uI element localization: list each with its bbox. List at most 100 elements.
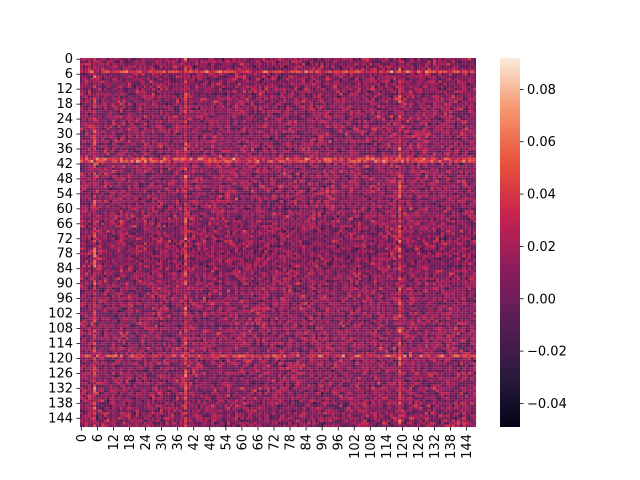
heatmap-cell: [310, 65, 313, 69]
heatmap-cell: [251, 105, 254, 108]
heatmap-cell: [112, 62, 115, 66]
heatmap-cell: [291, 140, 295, 143]
heatmap-cell: [205, 67, 209, 71]
heatmap-cell: [98, 102, 102, 106]
heatmap-cell: [315, 92, 319, 96]
heatmap-cell: [430, 117, 434, 121]
heatmap-cell: [417, 92, 420, 96]
heatmap-cell: [425, 102, 428, 106]
heatmap-cell: [219, 100, 222, 103]
heatmap-cell: [339, 115, 343, 118]
heatmap-cell: [323, 107, 327, 111]
heatmap-cell: [224, 97, 228, 101]
heatmap-cell: [243, 87, 246, 91]
heatmap-cell: [160, 70, 163, 74]
heatmap-cell: [470, 102, 474, 106]
heatmap-cell: [213, 102, 217, 106]
heatmap-cell: [336, 100, 340, 103]
heatmap-cell: [144, 58, 147, 61]
heatmap-cell: [457, 67, 460, 71]
heatmap-cell: [395, 65, 399, 69]
heatmap-cell: [229, 100, 233, 103]
heatmap-cell: [181, 85, 185, 88]
heatmap-cell: [235, 67, 238, 71]
heatmap-cell: [160, 122, 163, 126]
heatmap-cell: [122, 117, 126, 121]
heatmap-cell: [457, 117, 460, 121]
heatmap-cell: [195, 65, 198, 69]
heatmap-cell: [168, 70, 172, 74]
heatmap-cell: [227, 130, 230, 133]
heatmap-cell: [403, 60, 407, 64]
heatmap-cell: [173, 120, 177, 123]
heatmap-cell: [352, 92, 356, 96]
heatmap-cell: [130, 112, 134, 116]
heatmap-cell: [425, 72, 428, 76]
heatmap-cell: [377, 122, 380, 126]
heatmap-cell: [101, 137, 105, 141]
heatmap-cell: [93, 65, 97, 69]
heatmap-cell: [235, 100, 238, 103]
heatmap-cell: [427, 97, 431, 101]
heatmap-cell: [344, 117, 348, 121]
heatmap-cell: [90, 125, 94, 128]
heatmap-cell: [170, 100, 174, 103]
heatmap-cell: [382, 120, 386, 123]
heatmap-cell: [251, 95, 254, 98]
heatmap-cell: [130, 127, 134, 131]
heatmap-cell: [328, 135, 332, 138]
heatmap-cell: [459, 60, 463, 64]
heatmap-cell: [323, 110, 327, 113]
heatmap-cell: [211, 70, 214, 74]
heatmap-cell: [347, 72, 351, 76]
heatmap-cell: [80, 120, 83, 123]
heatmap-cell: [93, 95, 97, 98]
heatmap-cell: [366, 107, 370, 111]
heatmap-cell: [339, 72, 343, 76]
heatmap-cell: [120, 72, 123, 76]
heatmap-cell: [128, 87, 131, 91]
heatmap-cell: [374, 127, 378, 131]
heatmap-cell: [120, 100, 123, 103]
heatmap-cell: [320, 72, 324, 76]
heatmap-cell: [427, 120, 431, 123]
heatmap-cell: [433, 75, 436, 78]
heatmap-cell: [363, 102, 367, 106]
heatmap-cell: [205, 125, 209, 128]
heatmap-cell: [470, 70, 474, 74]
heatmap-cell: [133, 120, 137, 123]
heatmap-cell: [339, 135, 343, 138]
heatmap-cell: [411, 97, 415, 101]
heatmap-cell: [371, 130, 375, 133]
heatmap-cell: [173, 95, 177, 98]
heatmap-cell: [98, 92, 102, 96]
heatmap-cell: [406, 115, 410, 118]
heatmap-cell: [187, 102, 190, 106]
heatmap-cell: [331, 82, 335, 86]
heatmap-cell: [117, 107, 121, 111]
heatmap-cell: [259, 140, 262, 143]
heatmap-cell: [465, 107, 469, 111]
heatmap-cell: [122, 77, 126, 81]
heatmap-cell: [128, 127, 131, 131]
heatmap-cell: [368, 120, 372, 123]
heatmap-cell: [467, 65, 471, 69]
heatmap-cell: [88, 65, 91, 69]
heatmap-cell: [342, 130, 345, 133]
heatmap-cell: [152, 92, 155, 96]
heatmap-cell: [409, 80, 412, 83]
heatmap-cell: [425, 82, 428, 86]
heatmap-cell: [200, 90, 204, 93]
heatmap-cell: [176, 67, 180, 71]
heatmap-cell: [390, 132, 394, 136]
heatmap-cell: [192, 70, 196, 74]
heatmap-cell: [112, 77, 115, 81]
heatmap-cell: [339, 117, 343, 121]
heatmap-cell: [363, 95, 367, 98]
heatmap-cell: [368, 77, 372, 81]
heatmap-cell: [101, 112, 105, 116]
heatmap-cell: [393, 122, 396, 126]
heatmap-cell: [216, 117, 220, 121]
heatmap-cell: [173, 92, 177, 96]
heatmap-cell: [430, 92, 434, 96]
